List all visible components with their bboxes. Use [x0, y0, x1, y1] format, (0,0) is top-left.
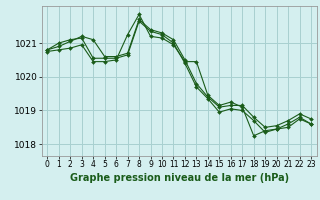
X-axis label: Graphe pression niveau de la mer (hPa): Graphe pression niveau de la mer (hPa) [70, 173, 289, 183]
